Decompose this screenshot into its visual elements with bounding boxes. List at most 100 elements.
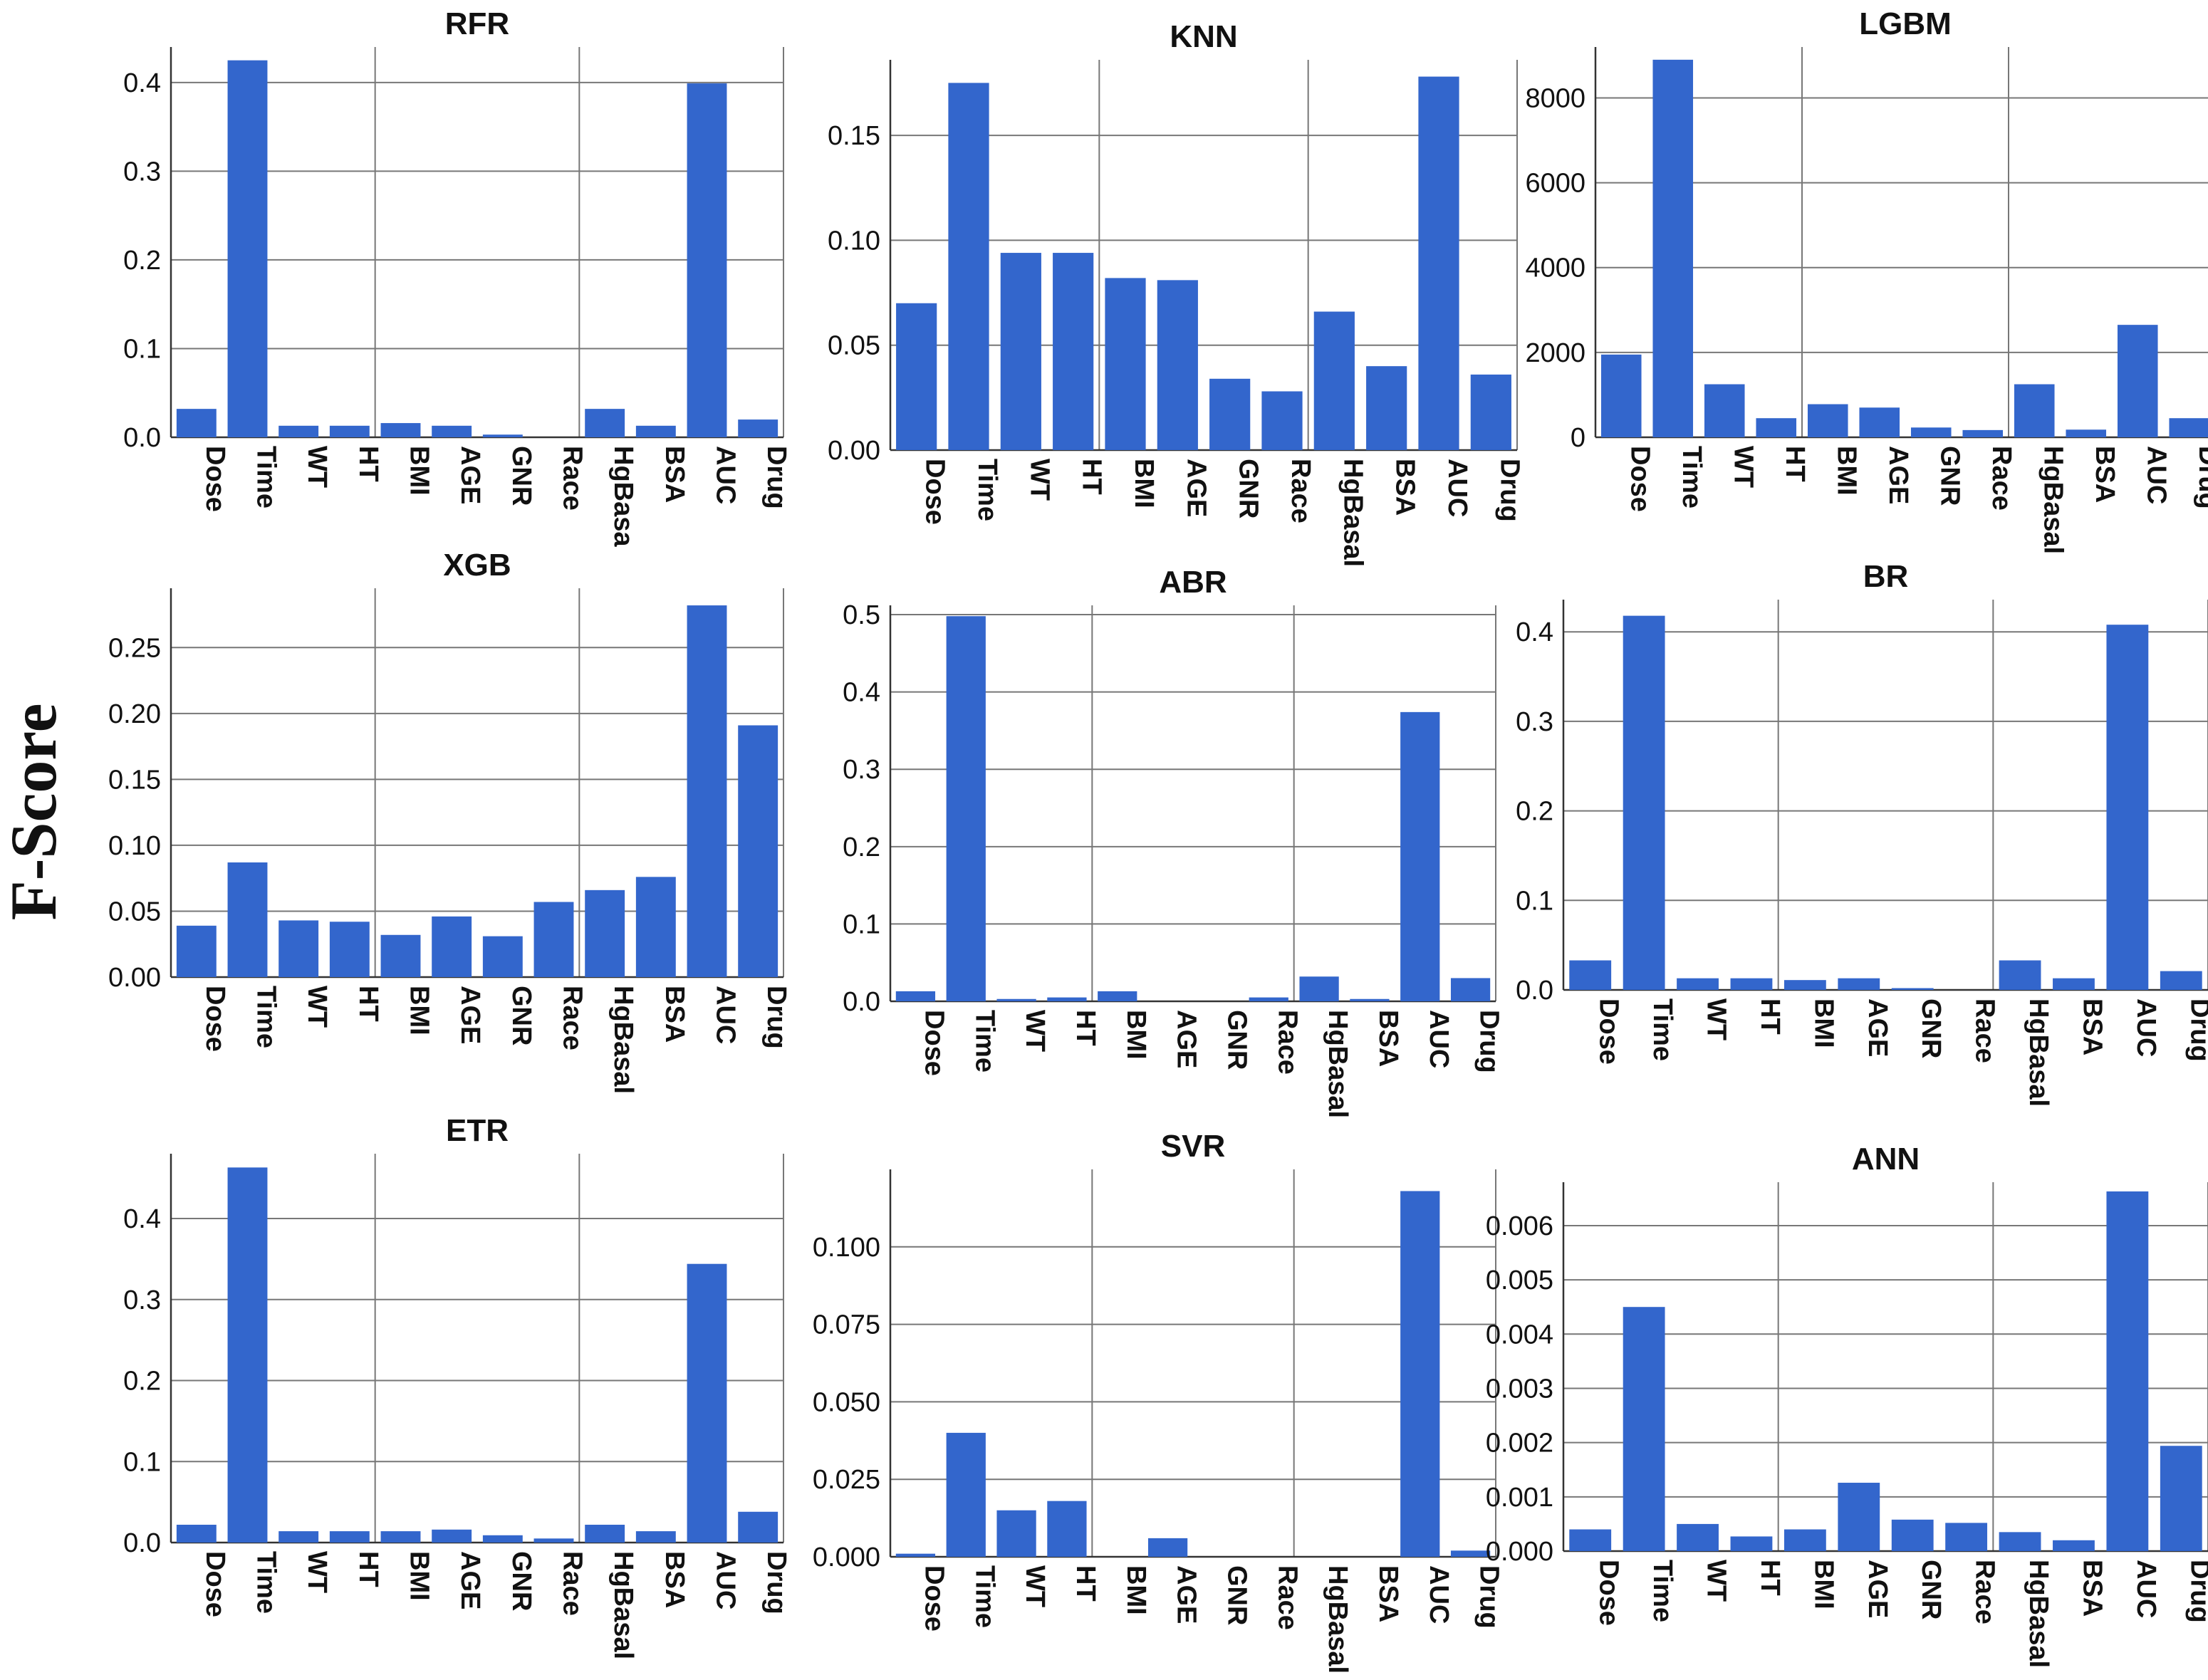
xgb-bar-wt [278, 920, 319, 977]
br-xtick-label: Dose [1594, 998, 1624, 1065]
etr-xtick-label: Race [558, 1551, 588, 1616]
br-ytick-label: 0.2 [1516, 797, 1553, 827]
rfr-xtick-label: AGE [455, 446, 485, 504]
rfr-xtick-label: WT [302, 446, 332, 488]
knn-xtick-label: Race [1286, 459, 1316, 523]
svr-xtick-label: Drug [1474, 1565, 1504, 1629]
lgbm-bar-dose [1600, 354, 1642, 437]
knn-xtick-label: Drug [1494, 459, 1524, 522]
abr-bar-drug [1450, 978, 1491, 1001]
br-bar-ht [1730, 978, 1773, 990]
svr-xtick-label: HT [1071, 1565, 1100, 1602]
br-bar-bsa [2053, 978, 2095, 990]
rfr-xtick-label: HT [353, 446, 383, 482]
abr-xtick-label: GNR [1222, 1010, 1251, 1070]
ann-ytick-label: 0.002 [1486, 1429, 1553, 1459]
br-xtick-label: HgBasal [2024, 998, 2053, 1107]
xgb-xtick-label: HT [353, 986, 383, 1022]
xgb-ytick-label: 0.15 [108, 765, 161, 795]
svr-bar-auc [1400, 1191, 1440, 1557]
rfr-bar-hgbasa [585, 409, 625, 437]
rfr-bar-ht [329, 425, 370, 437]
etr-bar-drug [738, 1511, 778, 1543]
knn-bar-dose [896, 303, 937, 450]
ann-xtick-label: WT [1702, 1560, 1731, 1602]
rfr-ytick-label: 0.0 [123, 423, 161, 453]
svr-bar-time [946, 1432, 986, 1557]
etr-xtick-label: GNR [506, 1551, 536, 1611]
br-bar-gnr [1891, 988, 1934, 990]
knn-bar-gnr [1209, 378, 1251, 450]
rfr-bar-gnr [482, 434, 523, 437]
ann-bar-dose [1569, 1529, 1612, 1551]
br-bar-time [1623, 615, 1665, 990]
ann-xtick-label: Time [1647, 1560, 1677, 1622]
abr-bar-bsa [1350, 998, 1390, 1001]
rfr-xtick-label: Race [558, 446, 588, 511]
lgbm-bar-drug [2169, 418, 2208, 437]
knn-xtick-label: Dose [920, 459, 950, 525]
etr-xtick-label: HT [353, 1551, 383, 1587]
etr-xtick-label: Dose [200, 1551, 230, 1617]
lgbm-bar-race [1962, 429, 2004, 437]
etr-bar-bmi [380, 1531, 421, 1543]
etr-bar-ht [329, 1531, 370, 1543]
lgbm-bar-gnr [1910, 427, 1952, 437]
etr-bar-hgbasal [585, 1524, 625, 1543]
rfr-ytick-label: 0.1 [123, 334, 161, 364]
abr-xtick-label: AUC [1424, 1010, 1454, 1068]
rfr-xtick-label: Drug [761, 446, 791, 509]
rfr-xtick-label: GNR [506, 446, 536, 506]
etr-xtick-label: Drug [761, 1551, 791, 1614]
xgb-bar-hgbasal [585, 889, 625, 977]
abr-ytick-label: 0.1 [843, 909, 880, 939]
knn-bar-auc [1418, 76, 1459, 451]
etr-ytick-label: 0.1 [123, 1447, 161, 1477]
xgb-xtick-label: HgBasal [608, 986, 638, 1094]
xgb-bar-race [533, 902, 574, 977]
knn-xtick-label: BMI [1129, 459, 1159, 508]
lgbm-xtick-label: BMI [1831, 446, 1861, 496]
lgbm-ytick-label: 4000 [1525, 254, 1585, 283]
svr-ytick-label: 0.000 [813, 1543, 880, 1572]
xgb-xtick-label: Race [558, 986, 588, 1050]
abr-xtick-label: WT [1020, 1010, 1050, 1052]
xgb-xtick-label: BMI [405, 986, 434, 1035]
xgb-xtick-label: BSA [660, 986, 689, 1043]
br-xtick-label: HT [1755, 998, 1785, 1035]
lgbm-xtick-label: Dose [1625, 446, 1655, 512]
lgbm-bar-bsa [2066, 429, 2107, 437]
br-xtick-label: AUC [2131, 998, 2161, 1057]
xgb-xtick-label: Time [251, 986, 281, 1048]
br-bar-age [1838, 978, 1880, 990]
ann-bar-bmi [1783, 1529, 1826, 1551]
svr-bar-dose [895, 1553, 936, 1557]
xgb-ytick-label: 0.20 [108, 699, 161, 729]
abr-xtick-label: BMI [1121, 1010, 1151, 1060]
br-bar-bmi [1783, 980, 1826, 990]
knn-title: KNN [1170, 19, 1237, 54]
rfr-ytick-label: 0.3 [123, 157, 161, 187]
knn-xtick-label: HgBasal [1338, 459, 1368, 567]
lgbm-bar-hgbasal [2014, 384, 2055, 437]
xgb-xtick-label: AGE [455, 986, 485, 1044]
lgbm-bar-bmi [1807, 404, 1848, 437]
knn-ytick-label: 0.05 [828, 331, 880, 361]
ann-ytick-label: 0.003 [1486, 1374, 1553, 1404]
ann-xtick-label: HT [1755, 1560, 1785, 1596]
rfr-xtick-label: Time [251, 446, 281, 508]
knn-bar-race [1261, 391, 1303, 450]
etr-ytick-label: 0.0 [123, 1528, 161, 1558]
knn-bar-hgbasal [1313, 311, 1355, 450]
svr-xtick-label: AGE [1172, 1565, 1202, 1624]
svr-bar-ht [1047, 1501, 1087, 1557]
ann-ytick-label: 0.001 [1486, 1483, 1553, 1513]
ann-bar-gnr [1891, 1519, 1934, 1551]
ann-bar-auc [2106, 1191, 2149, 1551]
xgb-xtick-label: GNR [506, 986, 536, 1045]
ann-ytick-label: 0.004 [1486, 1320, 1553, 1350]
ann-xtick-label: Dose [1594, 1560, 1624, 1626]
knn-ytick-label: 0.15 [828, 121, 880, 151]
lgbm-xtick-label: HgBasal [2038, 446, 2068, 554]
